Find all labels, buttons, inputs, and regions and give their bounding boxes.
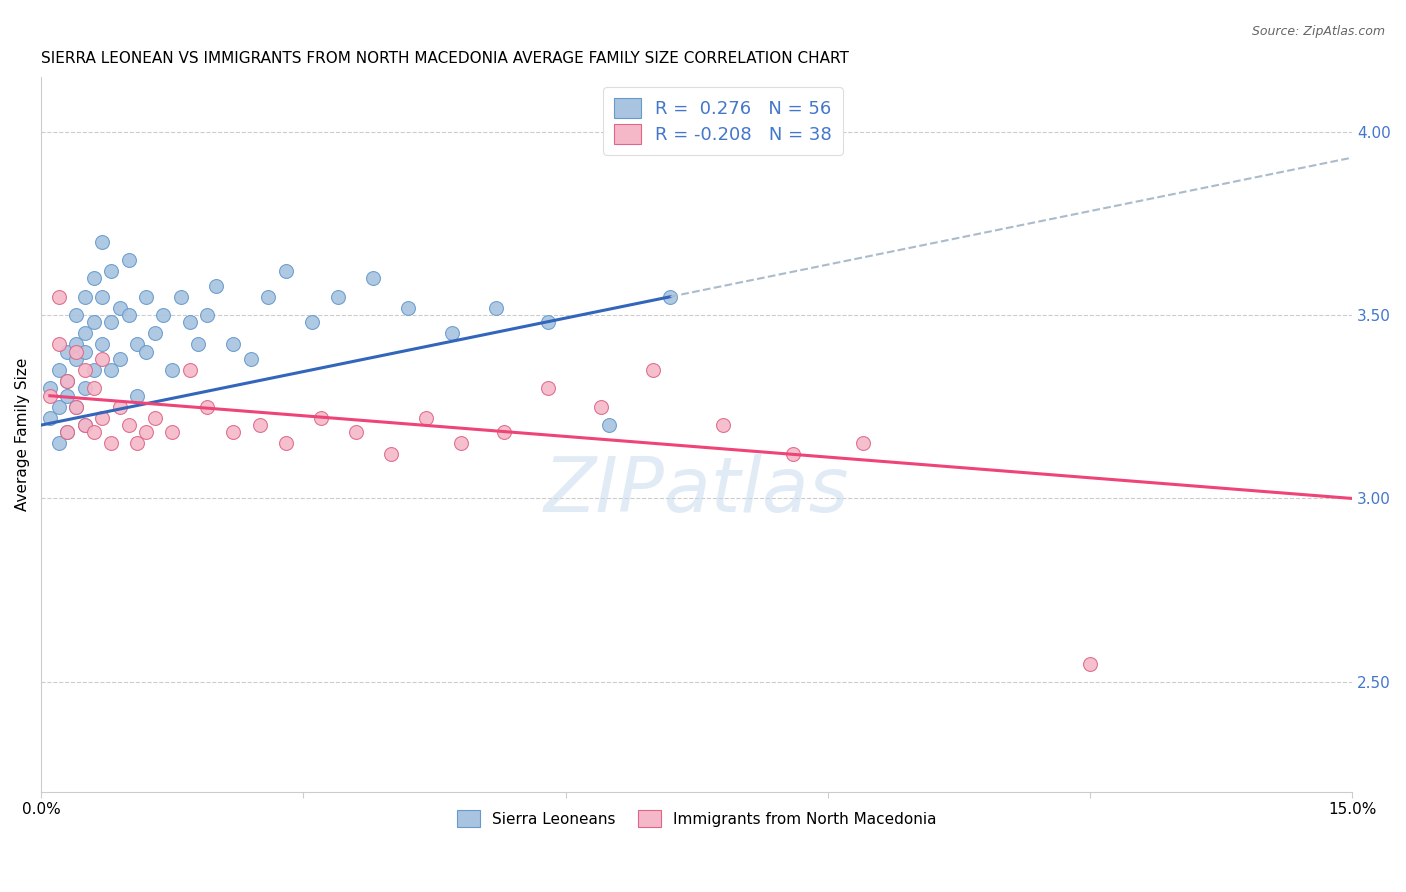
Point [135, 344, 157, 359]
Legend: Sierra Leoneans, Immigrants from North Macedonia: Sierra Leoneans, Immigrants from North M… [449, 803, 945, 834]
Point [641, 363, 664, 377]
Point [48, 290, 70, 304]
Point [91, 352, 114, 367]
Point [396, 301, 419, 315]
Point [100, 363, 122, 377]
Point [450, 436, 472, 450]
Text: Source: ZipAtlas.com: Source: ZipAtlas.com [1251, 25, 1385, 38]
Point [852, 436, 875, 450]
Point [328, 290, 350, 304]
Point [117, 308, 139, 322]
Point [1078, 657, 1101, 671]
Point [100, 315, 122, 329]
Point [65, 352, 87, 367]
Text: SIERRA LEONEAN VS IMMIGRANTS FROM NORTH MACEDONIA AVERAGE FAMILY SIZE CORRELATIO: SIERRA LEONEAN VS IMMIGRANTS FROM NORTH … [41, 51, 849, 66]
Point [83, 271, 105, 285]
Point [73, 326, 96, 341]
Point [83, 363, 105, 377]
Point [274, 436, 297, 450]
Point [160, 363, 183, 377]
Point [222, 337, 245, 351]
Point [108, 400, 131, 414]
Point [56, 344, 79, 359]
Point [91, 235, 114, 249]
Point [711, 418, 734, 433]
Point [195, 308, 218, 322]
Point [65, 400, 87, 414]
Point [83, 315, 105, 329]
Point [205, 278, 228, 293]
Point [537, 315, 560, 329]
Point [537, 381, 560, 395]
Point [782, 447, 804, 461]
Point [65, 344, 87, 359]
Point [91, 410, 114, 425]
Point [73, 344, 96, 359]
Point [195, 400, 218, 414]
Point [83, 381, 105, 395]
Point [187, 337, 209, 351]
Point [659, 290, 682, 304]
Point [91, 290, 114, 304]
Point [56, 389, 79, 403]
Point [65, 337, 87, 351]
Point [117, 418, 139, 433]
Point [73, 418, 96, 433]
Text: ZIPatlas: ZIPatlas [544, 455, 849, 528]
Point [309, 410, 332, 425]
Point [152, 308, 174, 322]
Point [440, 326, 463, 341]
Point [135, 425, 157, 440]
Point [73, 418, 96, 433]
Point [485, 301, 508, 315]
Point [56, 425, 79, 440]
Point [100, 264, 122, 278]
Point [160, 425, 183, 440]
Point [222, 425, 245, 440]
Point [301, 315, 323, 329]
Point [56, 374, 79, 388]
Point [135, 290, 157, 304]
Point [65, 400, 87, 414]
Point [73, 381, 96, 395]
Point [589, 400, 612, 414]
Point [83, 425, 105, 440]
Point [179, 363, 201, 377]
Point [415, 410, 437, 425]
Point [179, 315, 201, 329]
Point [143, 326, 166, 341]
Point [38, 389, 60, 403]
Point [48, 400, 70, 414]
Point [380, 447, 402, 461]
Point [170, 290, 193, 304]
Point [274, 264, 297, 278]
Point [361, 271, 384, 285]
Point [127, 389, 149, 403]
Point [56, 425, 79, 440]
Y-axis label: Average Family Size: Average Family Size [15, 358, 30, 511]
Point [143, 410, 166, 425]
Point [239, 352, 262, 367]
Point [48, 436, 70, 450]
Point [108, 301, 131, 315]
Point [344, 425, 367, 440]
Point [249, 418, 271, 433]
Point [56, 374, 79, 388]
Point [73, 290, 96, 304]
Point [598, 418, 620, 433]
Point [65, 308, 87, 322]
Point [38, 410, 60, 425]
Point [38, 381, 60, 395]
Point [48, 337, 70, 351]
Point [117, 252, 139, 267]
Point [91, 337, 114, 351]
Point [48, 363, 70, 377]
Point [127, 436, 149, 450]
Point [257, 290, 280, 304]
Point [127, 337, 149, 351]
Point [494, 425, 516, 440]
Point [73, 363, 96, 377]
Point [100, 436, 122, 450]
Point [108, 352, 131, 367]
